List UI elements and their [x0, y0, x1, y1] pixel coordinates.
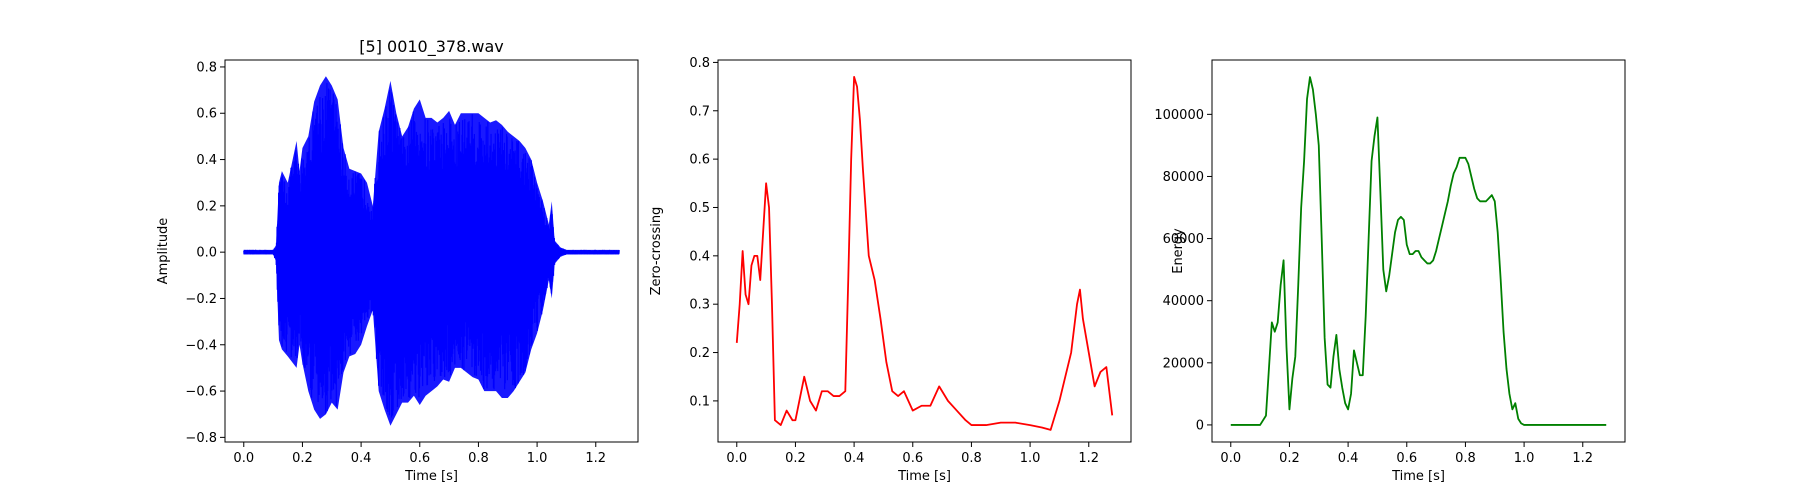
- chart-3: 0.0 0.2 0.4 0.6 0.8 1.0 1.2 0 20000 40000 60000 800…: [1154, 59, 1626, 484]
- y-tick-label: 100000: [1154, 108, 1204, 123]
- data-series-line: [1230, 76, 1607, 426]
- x-axis-label: Time [s]: [897, 469, 951, 484]
- axes-frame: [224, 59, 639, 443]
- x-tick-label: 1.2: [1572, 451, 1593, 466]
- y-tick-label: 0.2: [689, 346, 710, 361]
- y-tick-label: −0.2: [185, 292, 217, 307]
- y-tick-label: −0.6: [185, 385, 217, 400]
- y-tick-label: −0.8: [185, 431, 217, 446]
- y-tick-label: 0.5: [689, 201, 710, 216]
- y-tick-label: 0: [1196, 418, 1204, 433]
- x-tick-label: 0.8: [1455, 451, 1476, 466]
- y-tick-label: 80000: [1163, 170, 1204, 185]
- x-tick-label: 1.0: [1514, 451, 1535, 466]
- x-tick-label: 1.0: [527, 451, 548, 466]
- y-tick-label: 0.4: [689, 249, 710, 264]
- y-tick-label: 0.1: [689, 394, 710, 409]
- chart-title: [5] 0010_378.wav: [359, 37, 503, 57]
- x-axis-label: Time [s]: [404, 469, 458, 484]
- y-tick-label: 0.0: [196, 246, 217, 261]
- x-tick-label: 0.8: [961, 451, 982, 466]
- y-axis-label: Energy: [1171, 228, 1186, 274]
- x-tick-label: 0.2: [292, 451, 313, 466]
- y-tick-label: 0.3: [689, 298, 710, 313]
- y-tick-label: 0.8: [196, 60, 217, 75]
- axes-frame: [717, 59, 1132, 443]
- chart-1: 0.0 0.2 0.4 0.6 0.8 1.0 1.2 −0.8 −0.6 −0.4 −0.2 0.0…: [156, 37, 639, 484]
- y-axis-label: Amplitude: [156, 218, 171, 285]
- x-tick-label: 0.6: [1396, 451, 1417, 466]
- x-tick-label: 0.8: [468, 451, 489, 466]
- waveform-envelope: [243, 76, 620, 426]
- y-tick-label: 0.4: [196, 153, 217, 168]
- x-tick-label: 0.4: [351, 451, 372, 466]
- y-tick-label: 0.6: [689, 153, 710, 168]
- y-tick-label: 20000: [1163, 356, 1204, 371]
- y-axis-label: Zero-crossing: [649, 207, 664, 296]
- x-tick-label: 0.0: [726, 451, 747, 466]
- x-tick-label: 0.6: [409, 451, 430, 466]
- data-series-line: [735, 76, 1114, 431]
- y-tick-label: 0.8: [689, 56, 710, 71]
- y-tick-label: −0.4: [185, 338, 217, 353]
- x-tick-label: 1.0: [1020, 451, 1041, 466]
- x-axis-label: Time [s]: [1391, 469, 1445, 484]
- x-tick-label: 1.2: [585, 451, 606, 466]
- axes-frame: [1211, 59, 1626, 443]
- y-tick-label: 0.7: [689, 104, 710, 119]
- x-tick-label: 0.0: [1220, 451, 1241, 466]
- x-tick-label: 0.4: [844, 451, 865, 466]
- x-tick-label: 0.4: [1338, 451, 1359, 466]
- y-tick-label: 0.2: [196, 199, 217, 214]
- x-tick-label: 0.2: [1279, 451, 1300, 466]
- x-tick-label: 0.6: [902, 451, 923, 466]
- x-tick-label: 1.2: [1078, 451, 1099, 466]
- chart-2: 0.0 0.2 0.4 0.6 0.8 1.0 1.2 0.1 0.2 0.3 0.4 0.5 0.6 0…: [649, 56, 1132, 484]
- x-tick-label: 0.0: [233, 451, 254, 466]
- y-tick-label: 40000: [1163, 294, 1204, 309]
- x-tick-label: 0.2: [785, 451, 806, 466]
- y-tick-label: 0.6: [196, 107, 217, 122]
- y-tick-label: 60000: [1163, 232, 1204, 247]
